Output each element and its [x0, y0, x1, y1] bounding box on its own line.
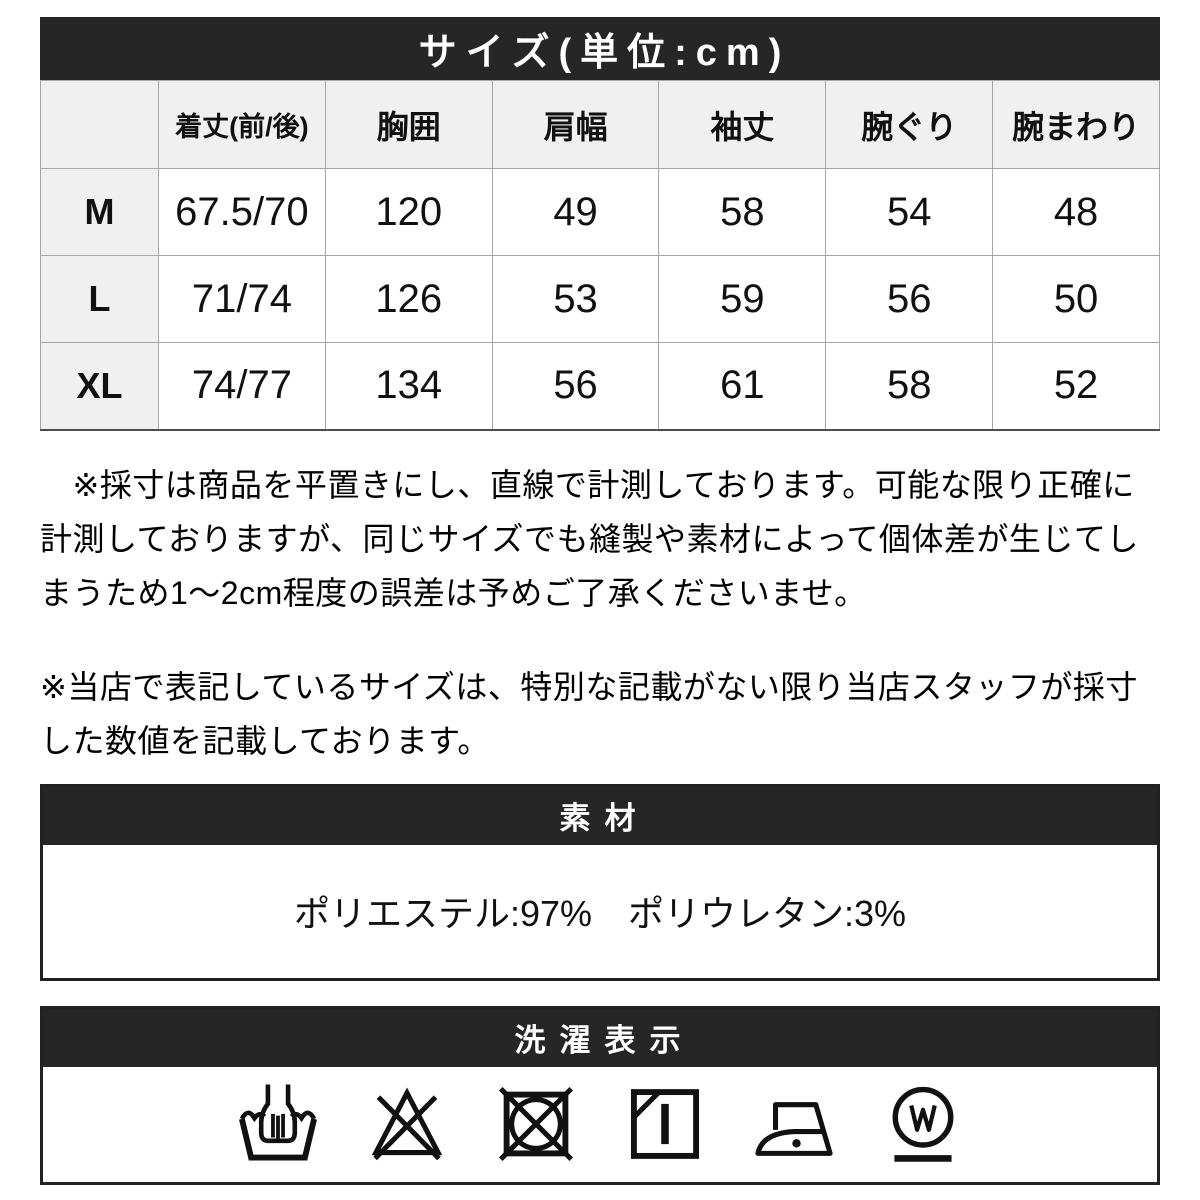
value-cell: 74/77: [158, 342, 326, 430]
col-header-armhole: 腕ぐり: [825, 80, 994, 169]
value-cell: 134: [324, 342, 493, 430]
iron-low-heat-icon: [754, 1102, 833, 1156]
size-label: M: [40, 168, 159, 256]
laundry-title: 洗濯表示: [514, 1023, 695, 1058]
value-cell: 49: [491, 168, 660, 256]
value-cell: 56: [491, 342, 660, 430]
wet-cleaning-icon: [892, 1086, 953, 1162]
size-title-bar: サイズ(単位:cm): [40, 17, 1160, 80]
value-cell: 54: [825, 168, 994, 256]
material-content: ポリエステル:97% ポリウレタン:3%: [293, 893, 907, 934]
size-spec-sheet: サイズ(単位:cm) 着丈(前/後) 胸囲 肩幅 袖丈 腕ぐり 腕まわり M 6…: [40, 0, 1160, 1185]
laundry-section: 洗濯表示: [40, 1005, 1160, 1185]
col-header-shoulder: 肩幅: [491, 80, 660, 169]
value-cell: 61: [658, 342, 827, 430]
laundry-title-bar: 洗濯表示: [43, 1008, 1157, 1067]
col-header-body-length: 着丈(前/後): [158, 80, 326, 169]
value-cell: 59: [658, 255, 827, 343]
col-header-chest: 胸囲: [324, 80, 493, 169]
size-table-header-row: 着丈(前/後) 胸囲 肩幅 袖丈 腕ぐり 腕まわり: [40, 80, 1160, 169]
do-not-tumble-dry-icon: [498, 1086, 573, 1162]
size-label: XL: [40, 342, 159, 430]
size-table: 着丈(前/後) 胸囲 肩幅 袖丈 腕ぐり 腕まわり M 67.5/70 120 …: [40, 80, 1160, 431]
value-cell: 53: [491, 255, 660, 343]
value-cell: 71/74: [158, 255, 326, 343]
value-cell: 126: [324, 255, 493, 343]
corner-cell: [40, 80, 159, 169]
value-cell: 52: [992, 342, 1160, 430]
size-row-l: L 71/74 126 53 59 56 50: [40, 255, 1160, 343]
size-row-m: M 67.5/70 120 49 58 54 48: [40, 168, 1160, 256]
value-cell: 58: [825, 342, 994, 430]
shade-line-dry-icon: [630, 1089, 699, 1159]
size-title: サイズ(単位:cm): [418, 32, 791, 74]
material-title-bar: 素材: [43, 786, 1157, 845]
measurement-note: ※採寸は商品を平置きにし、直線で計測しております。可能な限り正確に 計測しており…: [40, 466, 1139, 611]
hand-wash-icon: [238, 1084, 317, 1161]
value-cell: 58: [658, 168, 827, 256]
value-cell: 67.5/70: [158, 168, 326, 256]
size-label: L: [40, 255, 159, 343]
do-not-bleach-icon: [371, 1087, 442, 1161]
value-cell: 56: [825, 255, 994, 343]
laundry-icons-row: [43, 1067, 1157, 1182]
size-row-xl: XL 74/77 134 56 61 58 52: [40, 342, 1160, 430]
material-section: 素材 ポリエステル:97% ポリウレタン:3%: [40, 783, 1160, 981]
col-header-sleeve: 袖丈: [658, 80, 827, 169]
value-cell: 50: [992, 255, 1160, 343]
value-cell: 120: [324, 168, 493, 256]
staff-sizing-note: ※当店で表記しているサイズは、特別な記載がない限り当店スタッフが採寸 した数値を…: [40, 668, 1138, 759]
material-title: 素材: [559, 801, 650, 836]
value-cell: 48: [992, 168, 1160, 256]
col-header-arm-width: 腕まわり: [992, 80, 1160, 169]
